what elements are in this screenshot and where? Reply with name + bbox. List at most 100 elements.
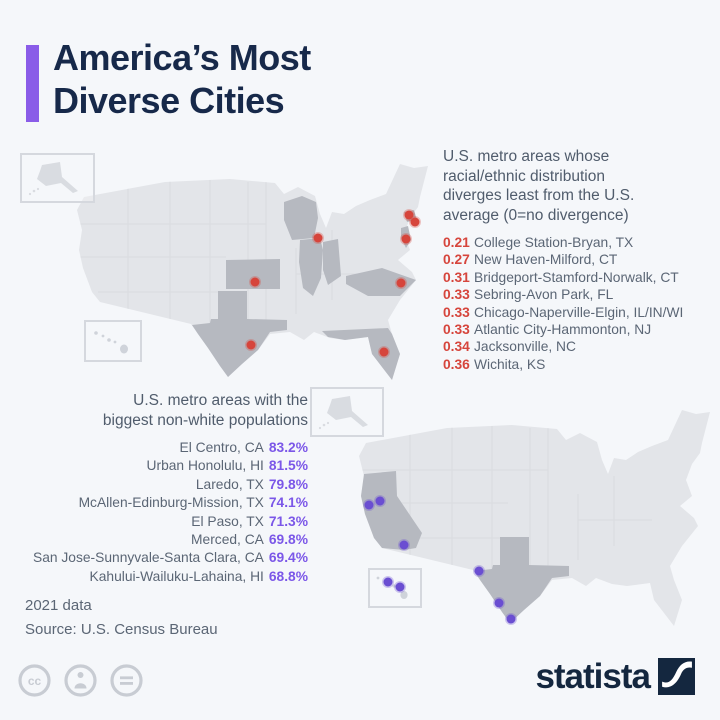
marker-el-centro-ca [398, 539, 410, 551]
percent-value: 83.2% [268, 440, 308, 455]
marker-atlantic-city-hammonton-nj [400, 233, 412, 245]
metro-label: College Station-Bryan, TX [474, 235, 634, 250]
metro-label: El Centro, CA [179, 440, 264, 455]
state-kansas [226, 259, 280, 289]
nonwhite-list: El Centro, CA 83.2% Urban Honolulu, HI 81.… [0, 439, 308, 586]
title-accent-bar [26, 45, 39, 122]
license-icons: cc [18, 664, 143, 697]
alaska-shape [318, 396, 368, 430]
nonwhite-list-entry: Urban Honolulu, HI 81.5% [0, 457, 308, 475]
us-outline [359, 410, 710, 626]
percent-value: 79.8% [268, 476, 308, 492]
metro-label: El Paso, TX [191, 513, 264, 529]
divergence-value: 0.36 [443, 356, 470, 372]
percent-value: 74.1% [268, 495, 308, 511]
nonwhite-list-entry: San Jose-Sunnyvale-Santa Clara, CA 69.4% [0, 549, 308, 567]
metro-label: Wichita, KS [474, 356, 546, 372]
metro-label: Laredo, TX [195, 476, 264, 492]
state-border-lines [362, 426, 652, 571]
us-map-diverging [77, 164, 428, 380]
divergence-value: 0.31 [443, 269, 470, 285]
divergence-value: 0.21 [443, 235, 470, 250]
percent-value: 81.5% [268, 458, 308, 474]
marker-sebring-avon-park-fl [378, 346, 390, 358]
hawaii-inset-top [84, 320, 142, 362]
state-illinois [299, 238, 323, 296]
nonwhite-list-entry: Merced, CA 69.8% [0, 531, 308, 549]
diverging-list-entry: 0.33 Atlantic City-Hammonton, NJ [443, 321, 719, 338]
percent-value: 71.3% [268, 513, 308, 529]
divergence-value: 0.33 [443, 304, 470, 320]
metro-label: Bridgeport-Stamford-Norwalk, CT [474, 269, 679, 285]
diverging-list-entry: 0.33 Sebring-Avon Park, FL [443, 286, 719, 303]
diverging-markers [245, 209, 421, 358]
hawaii-islands [376, 576, 408, 599]
page-title-line1: America’s Most [53, 37, 311, 78]
marker-urban-honolulu-hi [382, 576, 394, 588]
svg-text:cc: cc [28, 674, 42, 688]
heading-line: U.S. metro areas with the [133, 392, 308, 409]
heading-line: racial/ethnic distribution [443, 167, 605, 185]
marker-laredo-tx [493, 597, 505, 609]
heading-line: biggest non-white populations [102, 412, 308, 429]
marker-kahului-wailuku-lahaina-hi [394, 581, 406, 593]
metro-label: San Jose-Sunnyvale-Santa Clara, CA [33, 550, 264, 566]
marker-college-station-bryan-tx [245, 339, 257, 351]
hawaii-islands [94, 331, 128, 354]
metro-label: Merced, CA [191, 532, 264, 548]
state-wisconsin [284, 196, 318, 240]
diverging-list-entry: 0.33 Chicago-Naperville-Elgin, IL/IN/WI [443, 304, 719, 321]
no-derivatives-icon [110, 664, 143, 697]
state-florida [322, 328, 400, 380]
page-title: America’s Most Diverse Cities [53, 36, 311, 122]
metro-label: Urban Honolulu, HI [146, 458, 264, 474]
divergence-value: 0.27 [443, 252, 470, 268]
hawaii-inset-bottom [368, 568, 422, 608]
percent-value: 69.8% [268, 532, 308, 548]
metro-label: McAllen-Edinburg-Mission, TX [78, 495, 264, 511]
diverging-list-entry: 0.21 College Station-Bryan, TX [443, 234, 719, 251]
attribution-icon [64, 664, 97, 697]
marker-jacksonville-nc [395, 277, 407, 289]
page-title-line2: Diverse Cities [53, 80, 285, 121]
diverging-list-entry: 0.36 Wichita, KS [443, 356, 719, 373]
heading-line: U.S. metro areas whose [443, 148, 610, 165]
percent-value: 68.8% [268, 568, 308, 584]
divergence-value: 0.34 [443, 339, 470, 355]
data-year-note: 2021 data [25, 597, 92, 614]
alaska-inset-bottom [310, 387, 384, 437]
state-california [361, 471, 422, 550]
nonwhite-list-entry: El Centro, CA 83.2% [0, 439, 308, 457]
metro-label: New Haven-Milford, CT [474, 252, 618, 268]
metro-label: Jacksonville, NC [474, 339, 576, 355]
alaska-inset-top [20, 153, 95, 203]
marker-el-paso-tx [473, 565, 485, 577]
metro-label: Kahului-Wailuku-Lahaina, HI [89, 568, 264, 584]
statista-logo: statista [535, 658, 695, 695]
state-north-carolina [346, 268, 416, 296]
us-map-nonwhite [359, 410, 710, 626]
metro-label: Chicago-Naperville-Elgin, IL/IN/WI [474, 304, 684, 320]
nonwhite-list-entry: Kahului-Wailuku-Lahaina, HI 68.8% [0, 568, 308, 586]
nonwhite-list-entry: Laredo, TX 79.8% [0, 476, 308, 494]
metro-label: Atlantic City-Hammonton, NJ [474, 322, 652, 338]
marker-mcallen-edinburg-mission-tx [505, 613, 517, 625]
metro-label: Sebring-Avon Park, FL [474, 287, 614, 303]
diverging-list-entry: 0.27 New Haven-Milford, CT [443, 251, 719, 268]
state-indiana [323, 239, 341, 285]
source-note: Source: U.S. Census Bureau [25, 621, 218, 638]
alaska-shape [28, 162, 78, 196]
nonwhite-section-heading: U.S. metro areas with the biggest non-wh… [20, 391, 308, 431]
marker-merced-ca [374, 495, 386, 507]
heading-line: average (0=no divergence) [443, 206, 629, 224]
nonwhite-list-entry: El Paso, TX 71.3% [0, 513, 308, 531]
diverging-list-entry: 0.31 Bridgeport-Stamford-Norwalk, CT [443, 269, 719, 286]
nonwhite-markers [363, 495, 517, 625]
state-texas [192, 291, 287, 377]
marker-bridgeport-stamford-norwalk-ct [409, 216, 421, 228]
cc-icon: cc [18, 664, 51, 697]
marker-chicago-naperville-elgin [312, 232, 324, 244]
divergence-value: 0.33 [443, 287, 470, 303]
diverging-list: 0.21 College Station-Bryan, TX 0.27 New Ha… [443, 234, 719, 373]
marker-wichita-ks [249, 276, 261, 288]
